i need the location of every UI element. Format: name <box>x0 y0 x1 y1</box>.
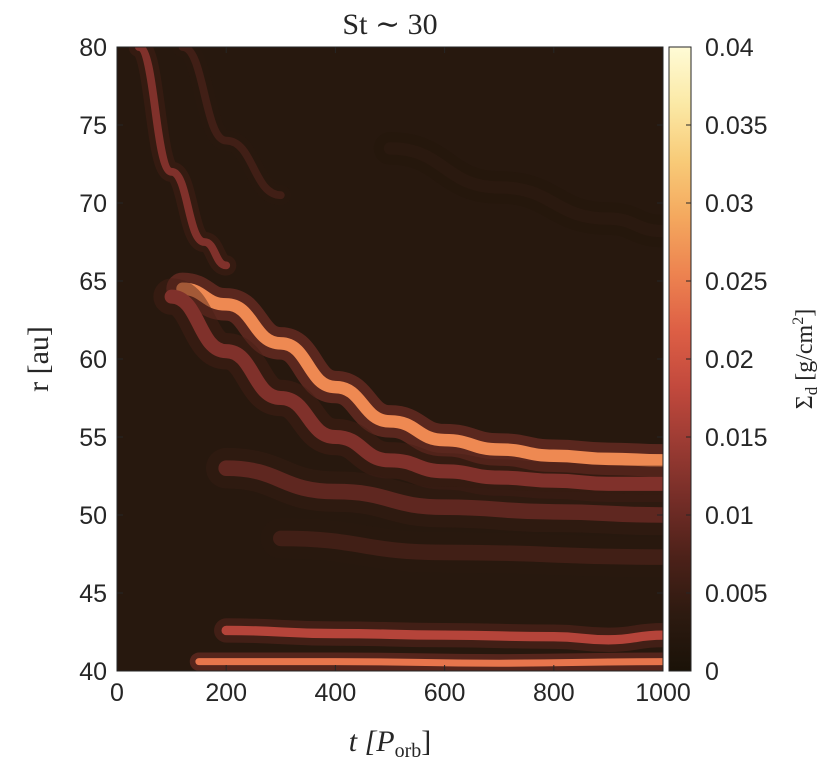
feature-early-spiral-1 <box>134 47 231 270</box>
y-tick-label: 80 <box>79 34 107 62</box>
colorbar-gradient <box>669 47 691 671</box>
y-tick-label: 60 <box>79 346 107 374</box>
y-tick-label: 45 <box>79 580 107 608</box>
feature-main-ring <box>176 282 663 467</box>
y-tick-label: 55 <box>79 424 107 452</box>
y-tick-label: 75 <box>79 112 107 140</box>
x-axis: 0 200 400 600 800 1000 <box>110 47 691 707</box>
x-axis-label: t [Porb] <box>349 725 432 762</box>
colorbar-tick-label: 0.015 <box>705 424 768 452</box>
y-tick-label: 40 <box>79 658 107 686</box>
x-axis-label-sub: orb <box>395 740 422 762</box>
y-tick-label: 70 <box>79 190 107 218</box>
colorbar-tick-label: 0.03 <box>705 190 754 218</box>
y-axis: 40 45 50 55 60 65 70 75 80 <box>79 34 663 686</box>
colorbar: 0 0.005 0.01 0.015 0.02 0.025 0.03 0.035 0.04 <box>668 34 768 686</box>
colorbar-tick-label: 0.01 <box>705 502 754 530</box>
x-tick-label: 0 <box>110 679 124 707</box>
feature-early-spiral-2 <box>178 47 285 200</box>
x-tick-label: 400 <box>315 679 357 707</box>
feature-ring-50-au <box>218 460 663 523</box>
x-tick-label: 1000 <box>635 679 691 707</box>
feature-faint-outer-band <box>383 142 663 238</box>
colorbar-tick-label: 0 <box>705 658 719 686</box>
colorbar-tick-label: 0.025 <box>705 268 768 296</box>
heatmap-features <box>128 47 663 671</box>
x-tick-label: 200 <box>205 679 247 707</box>
feature-ring-42-au <box>221 625 663 645</box>
colorbar-tick-label: 0.02 <box>705 346 754 374</box>
y-tick-label: 50 <box>79 502 107 530</box>
colorbar-tick-label: 0.04 <box>705 34 754 62</box>
feature-ring-40-5-au <box>195 658 663 667</box>
feature-secondary-ring <box>164 289 663 491</box>
plot-area: 0 200 400 600 800 1000 40 45 50 55 60 65 70 75 80 <box>79 34 691 707</box>
x-tick-label: 800 <box>533 679 575 707</box>
chart-title: St ∼ 30 <box>342 8 437 41</box>
colorbar-label: Σd [g/cm2] <box>790 309 821 409</box>
y-tick-label: 65 <box>79 268 107 296</box>
colorbar-tick-label: 0.005 <box>705 580 768 608</box>
colorbar-ticks: 0 0.005 0.01 0.015 0.02 0.025 0.03 0.035 0.04 <box>686 34 768 686</box>
x-tick-label: 600 <box>424 679 466 707</box>
feature-inner-ring-47-au <box>273 530 663 565</box>
colorbar-tick-label: 0.035 <box>705 112 768 140</box>
y-axis-label: r [au] <box>22 326 55 392</box>
